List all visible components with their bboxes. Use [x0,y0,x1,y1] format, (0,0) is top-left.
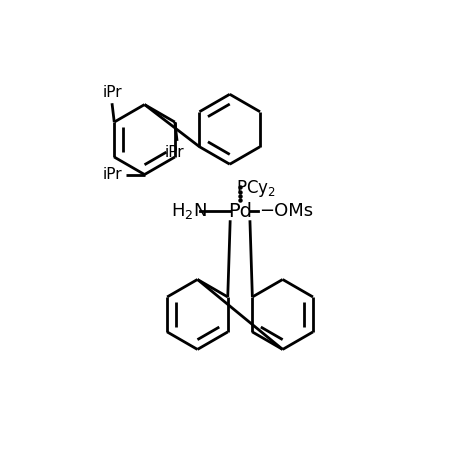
Text: iPr: iPr [165,145,185,160]
Text: iPr: iPr [102,84,122,99]
Text: −OMs: −OMs [259,202,313,220]
Text: iPr: iPr [102,167,122,182]
Text: Pd: Pd [228,202,252,221]
Text: PCy$_2$: PCy$_2$ [237,178,276,199]
Text: H$_2$N: H$_2$N [171,201,207,221]
